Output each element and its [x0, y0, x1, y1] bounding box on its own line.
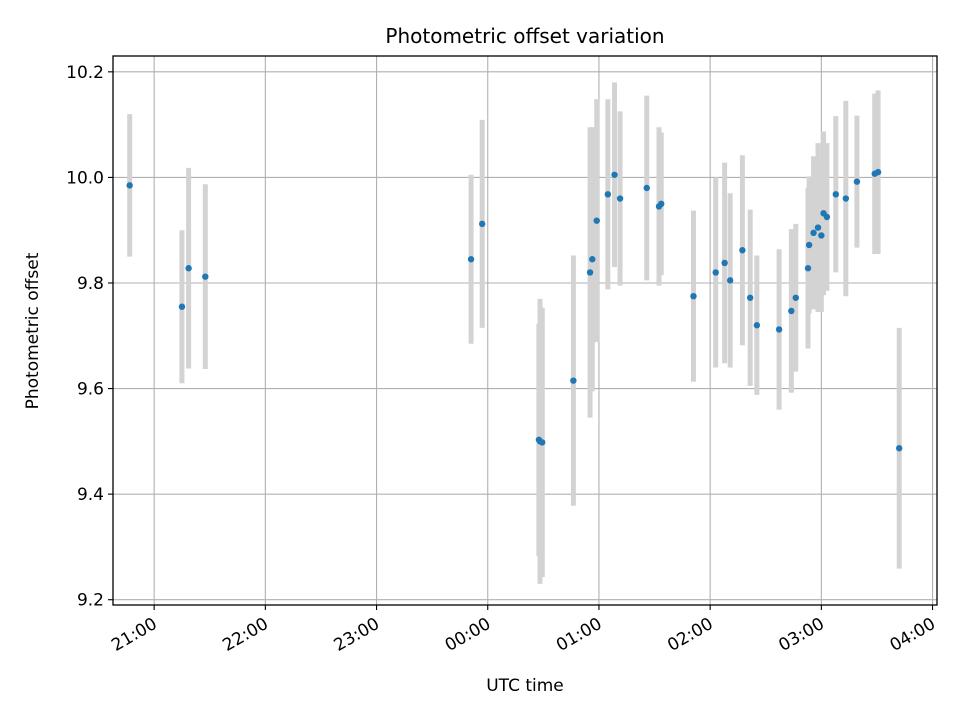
y-axis-label: Photometric offset: [23, 252, 43, 409]
plot-frame: [112, 55, 938, 606]
data-point: [775, 326, 783, 333]
data-point: [842, 195, 850, 202]
data-point: [611, 171, 618, 178]
data-point: [658, 200, 665, 208]
data-point: [805, 241, 813, 249]
y-tick-label: 9.6: [77, 380, 104, 400]
data-point: [853, 178, 861, 185]
data-point: [539, 439, 546, 446]
data-point: [570, 377, 577, 384]
data-point: [746, 294, 754, 301]
y-tick-label: 9.2: [77, 591, 104, 611]
data-point: [823, 213, 831, 221]
data-point: [593, 217, 600, 224]
data-point: [810, 229, 817, 237]
chart-title: Photometric offset variation: [385, 24, 664, 48]
data-point: [726, 277, 734, 284]
y-axis: 9.2 9.4 9.6 9.8 10.0 10.2: [66, 63, 113, 611]
data-point: [589, 256, 596, 263]
data-point: [126, 182, 133, 189]
x-axis-label: UTC time: [486, 676, 564, 696]
data-points: [126, 168, 903, 452]
data-point: [467, 256, 475, 263]
data-point: [788, 307, 795, 315]
y-tick-label: 10.0: [66, 168, 104, 188]
data-point: [739, 247, 746, 254]
y-tick-label: 9.4: [77, 485, 104, 505]
y-tick-label: 9.8: [77, 274, 104, 294]
data-point: [643, 184, 650, 192]
data-point: [895, 445, 903, 452]
data-point: [818, 232, 825, 239]
data-point: [178, 303, 186, 310]
data-point: [792, 294, 799, 301]
data-point: [202, 273, 209, 280]
data-point: [690, 292, 697, 300]
data-point: [874, 168, 882, 176]
data-point: [478, 220, 486, 228]
data-point: [185, 265, 192, 272]
data-point: [712, 269, 719, 276]
data-point: [814, 224, 822, 231]
data-point: [832, 191, 840, 198]
y-tick-label: 10.2: [66, 63, 104, 83]
data-point: [616, 195, 624, 202]
data-point: [604, 191, 612, 198]
data-point: [586, 269, 594, 276]
data-point: [753, 322, 761, 329]
data-point: [804, 265, 812, 272]
data-point: [721, 259, 728, 267]
